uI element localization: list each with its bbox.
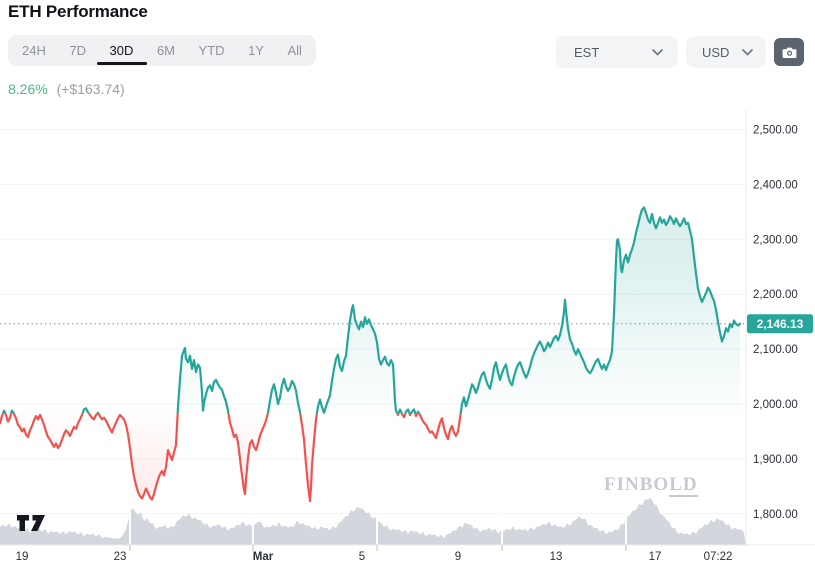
- chevron-down-icon: [742, 48, 753, 56]
- active-tab-underline: [97, 62, 147, 65]
- chart-canvas[interactable]: 2,500.00 2,400.00 2,300.00 2,200.00 2,100.00…: [0, 110, 815, 568]
- timezone-select[interactable]: EST: [556, 36, 678, 68]
- x-axis-label: 19: [15, 551, 29, 563]
- x-axis-label: 5: [358, 551, 366, 563]
- camera-icon: [782, 47, 796, 58]
- tab-30d[interactable]: 30D: [109, 43, 134, 58]
- x-axis-label: 13: [549, 551, 563, 563]
- svg-text:1,900.00: 1,900.00: [753, 454, 798, 466]
- watermark-text-1: FINBO: [604, 474, 670, 495]
- change-absolute: (+$163.74): [56, 81, 125, 97]
- range-tabs: 24H 7D 30D 6M YTD 1Y All: [8, 35, 316, 66]
- screenshot-button[interactable]: [774, 38, 804, 66]
- x-axis-label: 07:22: [703, 551, 733, 563]
- svg-text:2,100.00: 2,100.00: [753, 344, 798, 356]
- finbold-watermark: FINBOLD: [604, 474, 698, 497]
- svg-text:2,500.00: 2,500.00: [753, 125, 798, 137]
- svg-text:1,800.00: 1,800.00: [753, 509, 798, 521]
- svg-text:2,200.00: 2,200.00: [753, 289, 798, 301]
- price-chart[interactable]: 2,500.00 2,400.00 2,300.00 2,200.00 2,100.00…: [0, 110, 815, 568]
- tradingview-logo[interactable]: [16, 512, 48, 534]
- x-axis-label: Mar: [252, 551, 274, 563]
- tab-1y[interactable]: 1Y: [248, 43, 264, 58]
- timezone-value: EST: [574, 44, 600, 60]
- change-percent: 8.26%: [8, 81, 48, 97]
- x-axis-label: 23: [113, 551, 127, 563]
- tab-6m[interactable]: 6M: [156, 43, 175, 58]
- chevron-down-icon: [652, 48, 663, 56]
- svg-text:2,400.00: 2,400.00: [753, 179, 798, 191]
- svg-text:2,300.00: 2,300.00: [753, 234, 798, 246]
- x-axis-label: 9: [454, 551, 462, 563]
- page-title: ETH Performance: [8, 2, 148, 21]
- currency-value: USD: [702, 44, 730, 60]
- tab-24h[interactable]: 24H: [22, 43, 46, 58]
- tab-all[interactable]: All: [287, 43, 302, 58]
- currency-select[interactable]: USD: [686, 36, 766, 68]
- svg-text:2,000.00: 2,000.00: [753, 399, 798, 411]
- x-axis-label: 17: [648, 551, 662, 563]
- tab-ytd[interactable]: YTD: [198, 43, 225, 58]
- current-price-badge: 2,146.13: [757, 317, 804, 331]
- tab-7d[interactable]: 7D: [69, 43, 87, 58]
- watermark-text-2: LD: [669, 474, 698, 497]
- performance-summary: 8.26% (+$163.74): [8, 81, 125, 97]
